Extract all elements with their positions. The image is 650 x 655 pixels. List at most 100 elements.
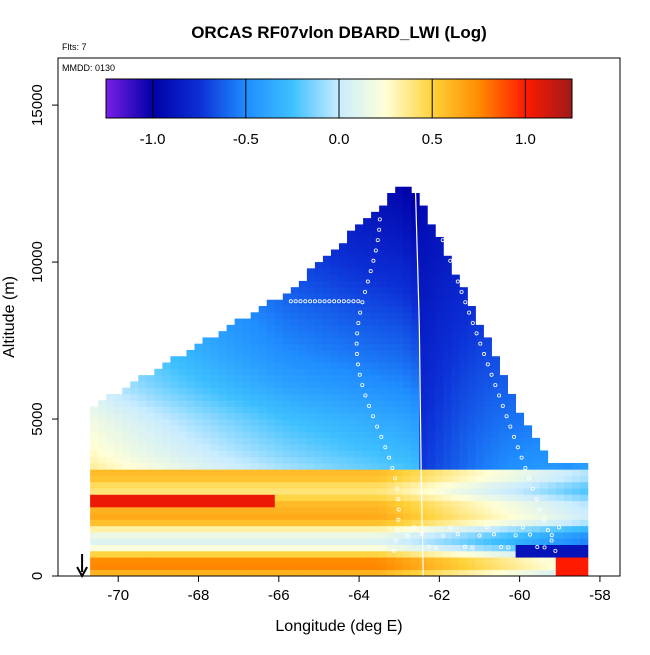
heatmap-cell: [347, 437, 356, 445]
heatmap-cell: [226, 481, 236, 489]
heatmap-cell: [371, 569, 380, 577]
heatmap-cell: [306, 488, 316, 495]
heatmap-cell: [419, 211, 428, 219]
heatmap-cell: [266, 337, 276, 345]
heatmap-cell: [435, 331, 444, 338]
heatmap-cell: [499, 431, 508, 439]
heatmap-cell: [363, 412, 372, 420]
heatmap-cell: [178, 532, 187, 539]
heatmap-cell: [355, 268, 364, 276]
heatmap-cell: [411, 224, 420, 232]
heatmap-cell: [98, 437, 107, 445]
sample-point: [322, 299, 327, 304]
heatmap-cell: [435, 494, 444, 502]
heatmap-cell: [411, 462, 420, 470]
heatmap-cell: [170, 450, 179, 458]
heatmap-cell: [515, 569, 525, 577]
heatmap-cell: [282, 475, 292, 483]
heatmap-cell: [339, 331, 348, 338]
heatmap-cell: [202, 506, 211, 514]
heatmap-cell: [234, 419, 244, 426]
heatmap-cell: [178, 406, 187, 414]
heatmap-cell: [186, 494, 195, 502]
heatmap-cell: [339, 444, 348, 451]
heatmap-cell: [210, 488, 219, 495]
heatmap-cell: [98, 500, 107, 508]
heatmap-cell: [539, 525, 549, 533]
heatmap-cell: [379, 544, 388, 552]
heatmap-cell: [555, 506, 565, 514]
heatmap-cell: [314, 431, 324, 439]
heatmap-cell: [210, 450, 219, 458]
heatmap-cell: [234, 368, 244, 376]
heatmap-cell: [266, 324, 276, 332]
heatmap-cell: [146, 550, 155, 558]
heatmap-cell: [234, 456, 244, 464]
heatmap-cell: [403, 456, 412, 464]
heatmap-cell: [122, 456, 131, 464]
heatmap-cell: [274, 481, 284, 489]
sample-point: [357, 372, 362, 377]
heatmap-cell: [170, 356, 179, 363]
heatmap-cell: [435, 544, 444, 552]
heatmap-cell: [451, 381, 460, 389]
heatmap-cell: [170, 368, 179, 376]
heatmap-cell: [451, 563, 460, 571]
heatmap-cell: [355, 525, 364, 533]
heatmap-cell: [274, 312, 284, 319]
heatmap-cell: [90, 494, 99, 502]
heatmap-cell: [330, 431, 340, 439]
heatmap-cell: [138, 494, 147, 502]
sample-point: [478, 341, 483, 346]
heatmap-cell: [274, 306, 284, 313]
heatmap-cell: [419, 400, 428, 407]
heatmap-cell: [170, 444, 179, 451]
heatmap-cell: [266, 494, 276, 502]
heatmap-cell: [330, 287, 340, 294]
heatmap-cell: [419, 274, 428, 282]
heatmap-cell: [274, 469, 284, 476]
heatmap-cell: [186, 550, 195, 558]
heatmap-cell: [266, 387, 276, 395]
heatmap-cell: [579, 563, 589, 571]
sample-point: [303, 299, 308, 304]
heatmap-cell: [467, 343, 476, 351]
heatmap-cell: [226, 356, 236, 363]
heatmap-cell: [202, 356, 211, 363]
heatmap-cell: [347, 293, 356, 301]
heatmap-cell: [411, 299, 420, 307]
heatmap-cell: [290, 387, 300, 395]
y-tick-label: 15000: [29, 84, 46, 126]
heatmap-cell: [234, 532, 244, 539]
heatmap-cell: [290, 538, 300, 546]
heatmap-cell: [467, 450, 476, 458]
heatmap-cell: [322, 337, 332, 345]
heatmap-cell: [443, 280, 452, 288]
heatmap-cell: [306, 519, 316, 527]
heatmap-cell: [122, 506, 131, 514]
heatmap-cell: [371, 387, 380, 395]
heatmap-cell: [531, 557, 541, 564]
heatmap-cell: [339, 494, 348, 502]
heatmap-cell: [339, 557, 348, 564]
heatmap-cell: [290, 412, 300, 420]
heatmap-cell: [427, 450, 436, 458]
heatmap-cell: [427, 469, 436, 476]
heatmap-cell: [146, 456, 155, 464]
heatmap-cell: [298, 469, 308, 476]
heatmap-cell: [242, 406, 252, 414]
heatmap-cell: [306, 444, 316, 451]
heatmap-cell: [347, 262, 356, 269]
heatmap-cell: [355, 425, 364, 432]
heatmap-cell: [379, 462, 388, 470]
heatmap-cell: [154, 431, 163, 439]
heatmap-cell: [387, 268, 396, 276]
heatmap-cell: [106, 412, 115, 420]
heatmap-cell: [114, 525, 123, 533]
heatmap-cell: [226, 324, 236, 332]
heatmap-cell: [274, 456, 284, 464]
heatmap-cell: [515, 450, 525, 458]
heatmap-cell: [379, 337, 388, 345]
heatmap-cell: [210, 462, 219, 470]
heatmap-cell: [355, 569, 364, 577]
